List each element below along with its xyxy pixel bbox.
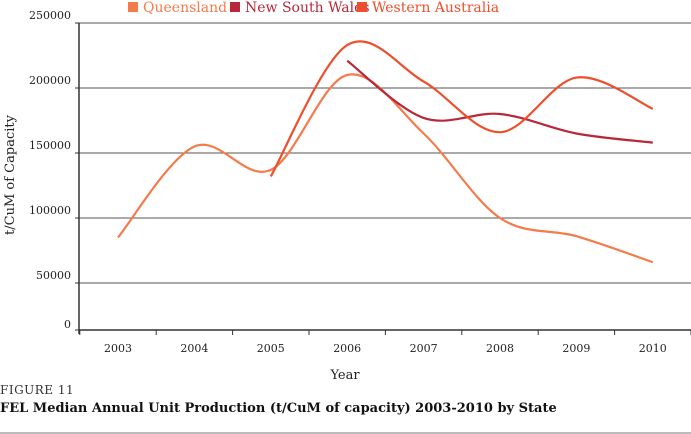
legend-label: Western Australia (372, 0, 499, 16)
x-axis-title: Year (329, 368, 360, 380)
y-tick-label: 150000 (29, 139, 71, 152)
x-tick-label: 2006 (333, 342, 361, 355)
legend-label: Queensland (143, 0, 227, 16)
x-tick-label: 2010 (639, 342, 667, 355)
legend-swatch (230, 2, 240, 12)
series-line-western-australia (269, 40, 654, 177)
legend-label: New South Wales (245, 0, 370, 16)
series-line-new-south-wales (346, 59, 653, 144)
line-chart: 250000 200000 150000 100000 50000 0 2003 2004 20… (3, 0, 691, 380)
x-tick-label: 2008 (486, 342, 514, 355)
x-tick-label: 2009 (562, 342, 590, 355)
x-tick-label: 2004 (180, 342, 208, 355)
y-tick-label: 200000 (29, 74, 71, 87)
x-tick-label: 2007 (410, 342, 438, 355)
x-tick-label: 2003 (104, 342, 132, 355)
y-tick-label: 50000 (36, 269, 71, 282)
figure-label: FIGURE 11 (0, 383, 75, 397)
y-axis-title: t/CuM of Capacity (3, 114, 18, 235)
legend-swatch (357, 2, 367, 12)
series-line-queensland (117, 73, 654, 264)
legend-swatch (128, 2, 138, 12)
y-tick-label: 100000 (29, 204, 71, 217)
y-tick-label: 250000 (29, 9, 71, 22)
y-tick-label: 0 (64, 318, 71, 331)
divider (0, 432, 691, 434)
x-tick-label: 2005 (257, 342, 285, 355)
figure-caption: FEL Median Annual Unit Production (t/CuM… (0, 401, 557, 416)
